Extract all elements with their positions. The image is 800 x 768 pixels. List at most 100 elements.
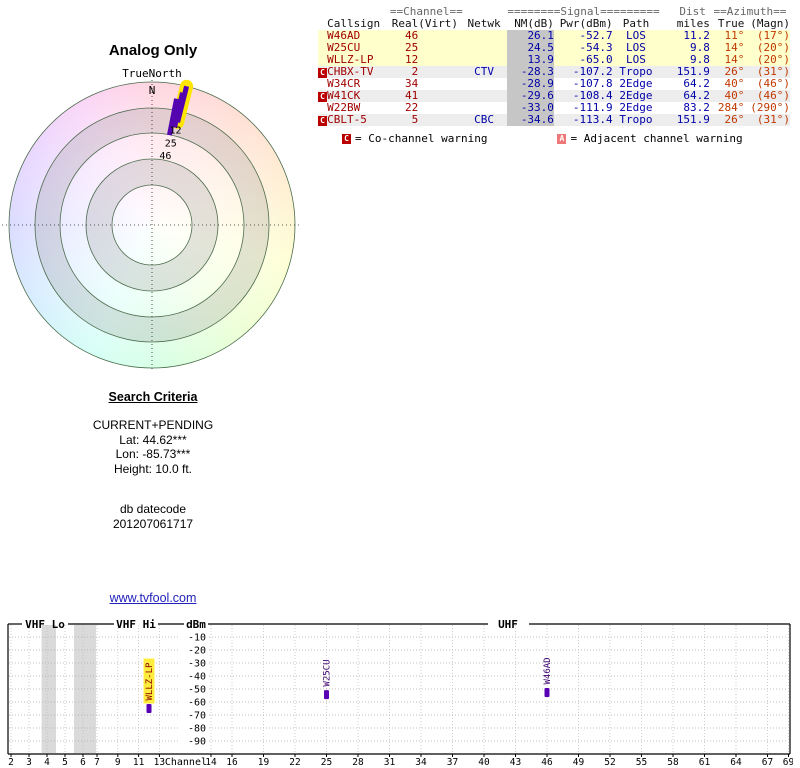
cell-magn: (20°)	[756, 41, 790, 54]
dbm-tick-label: -10	[188, 633, 206, 644]
dist-group-header: Dist	[679, 5, 706, 18]
signal-table-body: W46AD 46 26.1 -52.7 LOS 11.2 11° (17°) W25CU 25 24…	[318, 30, 790, 126]
cell-magn: (20°)	[756, 53, 790, 66]
cell-pwr: -107.8	[572, 77, 613, 90]
column-header-magn: (Magn)	[750, 17, 790, 30]
cell-path: 2Edge	[619, 101, 653, 114]
channel-tick-label: 31	[384, 757, 396, 768]
chart-signal-bar	[544, 688, 550, 698]
section-label-vhf-hi: VHF Hi	[116, 618, 156, 631]
cell-virt	[418, 30, 461, 42]
cell-real: 34	[404, 77, 419, 90]
station-row-W46AD: W46AD 46 26.1 -52.7 LOS 11.2 11° (17°)	[318, 30, 790, 42]
channel-tick-label: 13	[154, 757, 165, 768]
channel-tick-label: 55	[636, 757, 647, 768]
cell-pwr: -54.3	[579, 41, 613, 54]
channel-tick-label: 4	[44, 757, 50, 768]
search-line: Height: 10.0 ft.	[113, 461, 193, 476]
cell-callsign[interactable]: CHBX-TV	[327, 65, 374, 78]
tvfool-link[interactable]: www.tvfool.com	[109, 591, 197, 605]
warning-cell	[318, 30, 327, 42]
cell-callsign[interactable]: CBLT-5	[327, 113, 367, 126]
cell-true: 40°	[724, 77, 745, 90]
dbm-tick-label: -60	[188, 698, 206, 709]
cell-netwk	[461, 42, 508, 54]
cell-callsign[interactable]: W34CR	[327, 77, 361, 90]
cell-magn: (17°)	[756, 29, 790, 42]
dbm-tick-label: -90	[188, 737, 206, 748]
cell-pwr: -107.2	[572, 65, 613, 78]
cell-nm: -34.6	[507, 114, 554, 126]
co-channel-legend: C = Co-channel warning	[342, 132, 487, 145]
dbm-tick-label: -70	[188, 711, 206, 722]
channel-tick-label: 69	[783, 757, 793, 768]
dbm-tick-label: -50	[188, 685, 206, 696]
cell-magn: (31°)	[756, 113, 790, 126]
cell-callsign[interactable]: W25CU	[327, 41, 361, 54]
channel-tick-label: 28	[352, 757, 364, 768]
channel-tick-label: 14	[205, 757, 217, 768]
cell-miles: 64.2	[683, 89, 710, 102]
cell-real: 46	[404, 29, 419, 42]
radar-marker-label: 12	[170, 126, 182, 137]
dbm-tick-label: -80	[188, 724, 206, 735]
channel-tick-label: 7	[94, 757, 100, 768]
column-header-true: True	[717, 17, 745, 30]
warning-column-header	[318, 18, 327, 30]
cell-miles: 151.9	[676, 65, 710, 78]
station-row-W25CU: W25CU 25 24.5 -54.3 LOS 9.8 14° (20°)	[318, 42, 790, 54]
signal-group-header: ========Signal=========	[507, 5, 660, 18]
station-row-WLLZ-LP: WLLZ-LP 12 13.9 -65.0 LOS 9.8 14° (20°)	[318, 54, 790, 66]
cell-virt	[418, 42, 461, 54]
cell-true: 40°	[724, 89, 745, 102]
cell-pwr: -65.0	[579, 53, 613, 66]
cell-virt	[418, 114, 461, 126]
cell-virt	[418, 90, 461, 102]
cell-callsign[interactable]: W22BW	[327, 101, 361, 114]
radar-signal-bar	[167, 98, 180, 136]
datecode-block: db datecode 201207061717	[0, 502, 306, 531]
co-channel-legend-text: = Co-channel warning	[355, 132, 488, 145]
cell-real: 22	[404, 101, 419, 114]
cell-netwk	[461, 90, 508, 102]
bar-label-highlight	[143, 658, 155, 704]
y-axis-label: dBm	[186, 618, 206, 631]
cell-miles: 9.8	[690, 53, 710, 66]
channel-tick-label: 9	[115, 757, 121, 768]
channel-tick-label: 5	[62, 757, 68, 768]
cell-netwk: CBC	[474, 113, 494, 126]
dbm-tick-label: -40	[188, 672, 206, 683]
radar-marker-label: 46	[159, 151, 171, 162]
cell-nm: -28.3	[507, 66, 554, 78]
north-label: N	[149, 84, 156, 97]
column-header-real: Real	[391, 17, 419, 30]
search-lines: CURRENT+PENDING Lat: 44.62*** Lon: -85.73*…	[0, 418, 306, 476]
cell-pwr: -113.4	[572, 113, 613, 126]
datecode-label: db datecode	[119, 502, 187, 516]
cell-pwr: -108.4	[572, 89, 613, 102]
cell-netwk	[461, 78, 508, 90]
warning-cell	[318, 42, 327, 54]
true-north-label: TrueNorth	[122, 67, 182, 80]
cell-true: 26°	[724, 65, 745, 78]
cell-callsign[interactable]: W41CK	[327, 89, 361, 102]
cell-callsign[interactable]: WLLZ-LP	[327, 53, 374, 66]
cell-miles: 83.2	[683, 101, 710, 114]
cell-real: 5	[411, 113, 419, 126]
cell-path: LOS	[626, 53, 646, 66]
channel-tick-label: 37	[447, 757, 458, 768]
cell-callsign[interactable]: W46AD	[327, 29, 361, 42]
cell-nm: 24.5	[507, 42, 554, 54]
x-axis-label: Channel	[165, 757, 207, 768]
column-header-row: Callsign Real (Virt) Netwk NM(dB) Pwr(dBm) Pat…	[318, 18, 790, 30]
cell-nm: -33.0	[507, 102, 554, 114]
channel-tick-label: 19	[258, 757, 270, 768]
column-header-miles: miles	[676, 17, 710, 30]
channel-tick-label: 6	[80, 757, 86, 768]
cell-magn: (46°)	[756, 89, 790, 102]
cell-real: 12	[404, 53, 419, 66]
radar-title: Analog Only	[108, 42, 198, 59]
cell-miles: 9.8	[690, 41, 710, 54]
warning-badge-c: C	[318, 116, 327, 126]
